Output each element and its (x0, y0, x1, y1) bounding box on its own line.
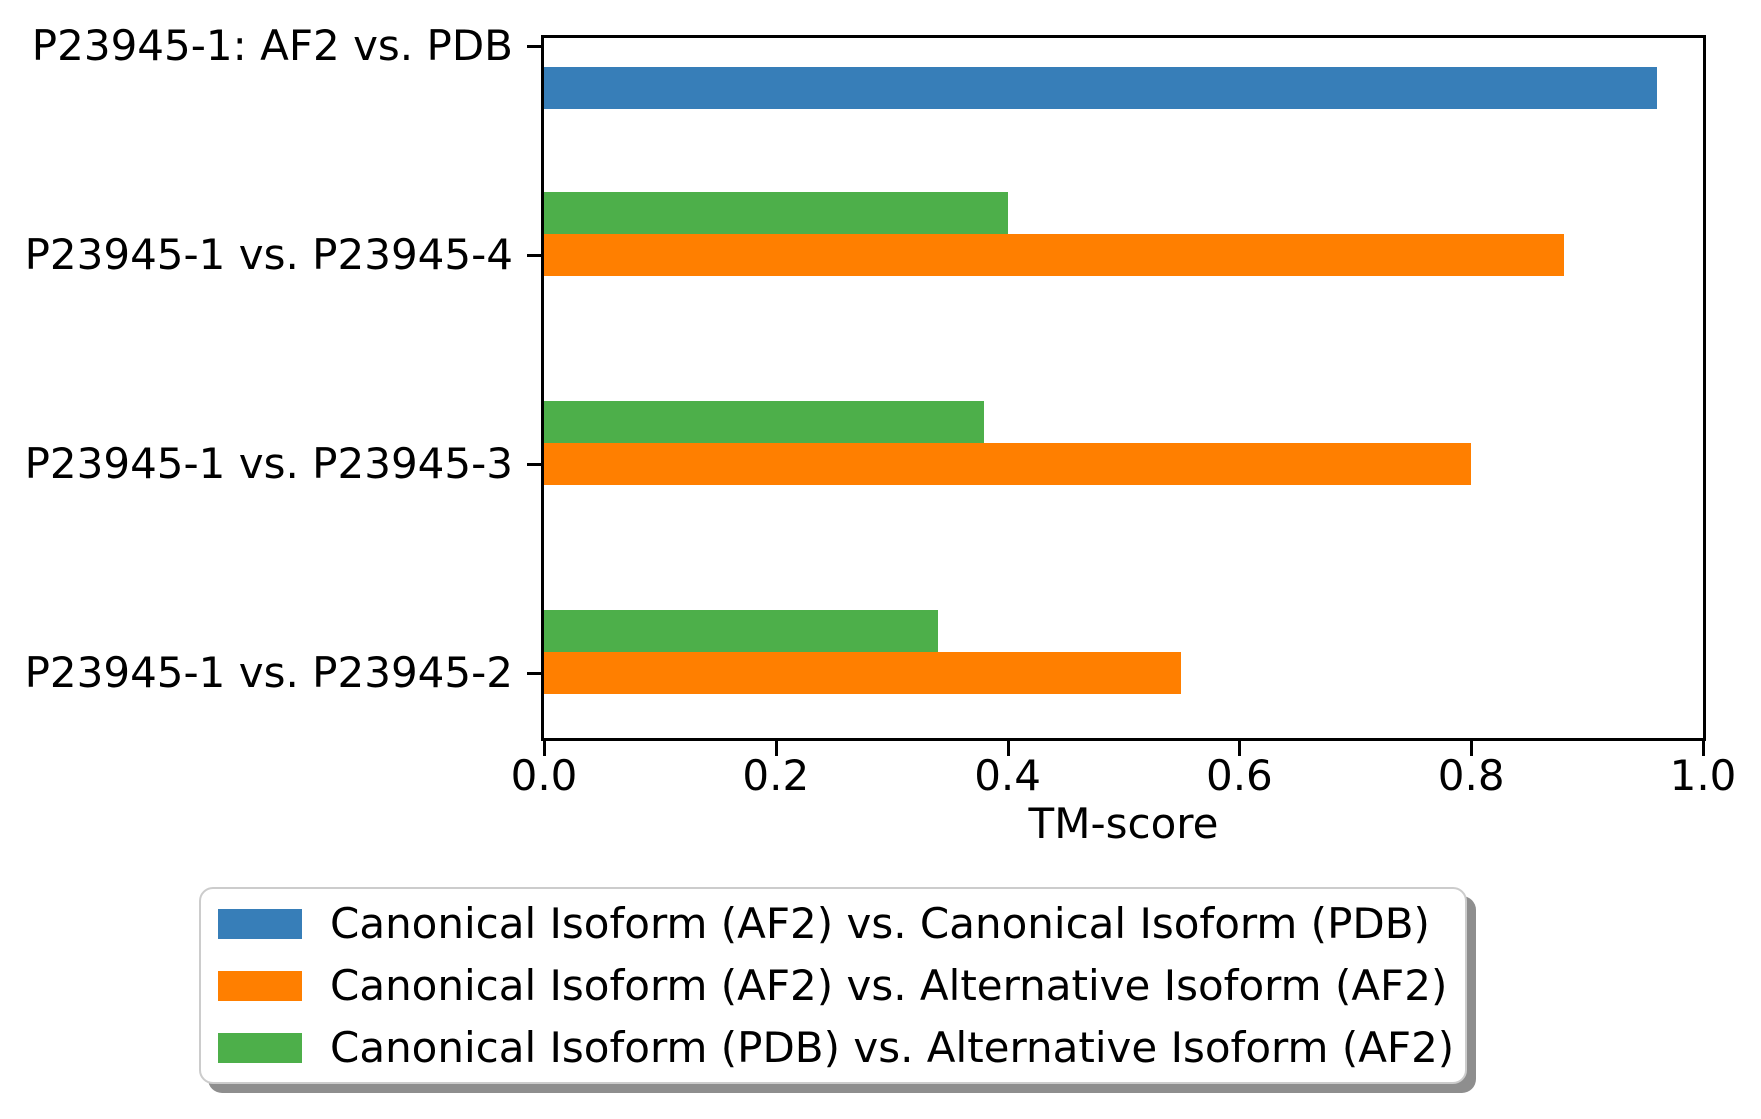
bar (544, 652, 1181, 694)
x-axis-tick-label: 0.0 (510, 751, 578, 800)
plot-area (527, 35, 1706, 756)
y-axis-category-label: P23945-1 vs. P23945-2 (24, 648, 513, 697)
y-axis-category-label: P23945-1 vs. P23945-4 (24, 230, 513, 279)
x-axis-tick (1006, 741, 1010, 756)
bar (544, 443, 1471, 485)
x-axis-tick-label: 0.2 (742, 751, 810, 800)
y-axis-tick (527, 45, 541, 48)
y-axis-category-label: P23945-1: AF2 vs. PDB (31, 21, 513, 70)
x-axis-title: TM-score (1028, 799, 1219, 848)
bar (544, 234, 1564, 276)
y-axis-tick (527, 463, 541, 466)
legend-label: Canonical Isoform (AF2) vs. Canonical Is… (330, 899, 1430, 948)
x-axis-tick (774, 741, 778, 756)
x-axis-tick (1702, 741, 1705, 756)
legend-label: Canonical Isoform (PDB) vs. Alternative … (330, 1023, 1455, 1072)
x-axis-tick (543, 741, 546, 756)
x-axis-tick-label: 0.8 (1437, 751, 1505, 800)
legend-entry: Canonical Isoform (AF2) vs. Alternative … (201, 955, 1465, 1017)
x-axis-tick (1470, 741, 1474, 756)
x-axis-tick-label: 1.0 (1669, 751, 1737, 800)
y-axis-tick (527, 254, 541, 257)
legend-entry: Canonical Isoform (AF2) vs. Canonical Is… (201, 893, 1465, 955)
legend-label: Canonical Isoform (AF2) vs. Alternative … (330, 961, 1448, 1010)
x-axis-tick (1238, 741, 1242, 756)
legend: Canonical Isoform (AF2) vs. Canonical Is… (199, 887, 1467, 1084)
legend-swatch-orange (218, 971, 302, 1001)
bar (544, 192, 1008, 234)
legend-swatch-green (218, 1033, 302, 1063)
legend-entry: Canonical Isoform (PDB) vs. Alternative … (201, 1017, 1465, 1079)
bar (544, 401, 984, 443)
legend-swatch-blue (218, 909, 302, 939)
bar (544, 610, 938, 652)
x-axis-tick-label: 0.4 (974, 751, 1041, 800)
x-axis-tick-label: 0.6 (1205, 751, 1273, 800)
y-axis-category-label: P23945-1 vs. P23945-3 (24, 439, 513, 488)
y-axis-tick (527, 672, 541, 675)
bar (544, 67, 1657, 109)
